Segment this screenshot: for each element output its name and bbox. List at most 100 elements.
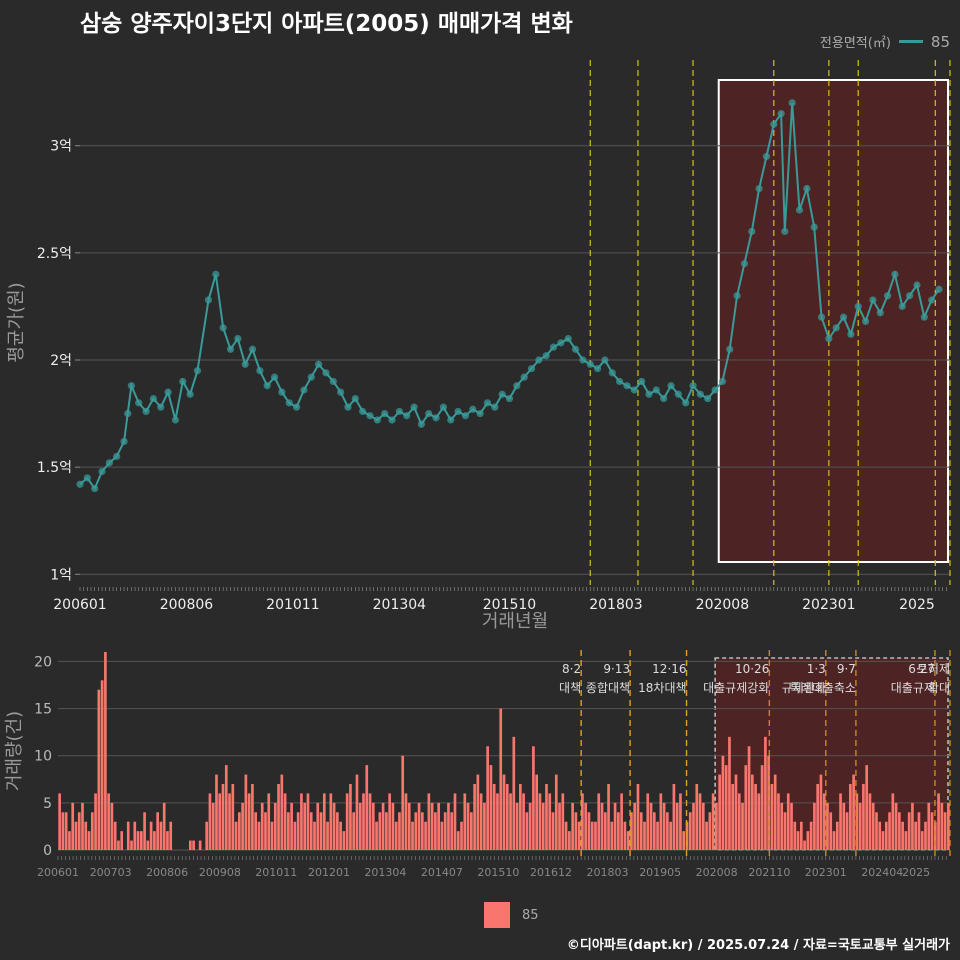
annotation-text: 대출규제강화 xyxy=(703,681,769,695)
volume-bar xyxy=(695,784,699,850)
volume-bar xyxy=(381,802,385,850)
volume-bar xyxy=(842,802,846,850)
volume-bar xyxy=(711,793,715,850)
volume-chart: 0 5 10 15 20 8·2 대책 9·13 종합대책 12·16 18차대책 10·26 대출규제… xyxy=(4,650,951,879)
volume-bar xyxy=(74,821,78,850)
volume-bar xyxy=(636,784,640,850)
volume-bar xyxy=(113,821,117,850)
volume-bar xyxy=(146,840,150,850)
price-point xyxy=(869,296,877,304)
price-point xyxy=(410,403,418,411)
price-point xyxy=(179,377,187,386)
volume-bar xyxy=(535,774,539,850)
volume-bar xyxy=(688,812,692,850)
price-point xyxy=(219,324,227,332)
volume-bar xyxy=(512,736,516,850)
volume-bar xyxy=(241,802,244,850)
price-point xyxy=(825,334,833,343)
volume-bar xyxy=(528,802,532,850)
volume-bar xyxy=(914,821,918,850)
price-point xyxy=(689,382,697,390)
volume-bar xyxy=(679,793,682,850)
volume-bar xyxy=(718,774,721,850)
price-point xyxy=(241,360,249,368)
volume-bar xyxy=(741,802,744,850)
footer-credit: ©디아파트(dapt.kr) / 2025.07.24 / 자료=국토교통부 실… xyxy=(566,938,950,953)
price-point xyxy=(491,403,499,411)
y-tick-label: 0 xyxy=(43,843,52,859)
volume-bar xyxy=(649,802,653,850)
x-tick-label: 201304 xyxy=(373,597,427,613)
volume-bar xyxy=(911,802,914,850)
volume-bar xyxy=(855,793,859,850)
price-point xyxy=(557,339,565,347)
annotation-date: 12·16 xyxy=(652,662,686,676)
annotation-text: 확대 xyxy=(928,681,950,695)
price-point xyxy=(164,388,172,396)
volume-bar xyxy=(835,821,839,850)
volume-bar xyxy=(790,802,793,850)
price-point xyxy=(883,292,892,300)
volume-bar xyxy=(538,793,542,850)
volume-bar xyxy=(420,812,424,850)
volume-bar xyxy=(731,784,735,850)
volume-bar xyxy=(306,793,310,850)
price-point xyxy=(704,394,712,403)
legend-bar-swatch xyxy=(484,902,510,928)
volume-bar xyxy=(633,802,637,850)
volume-bar xyxy=(705,821,708,850)
volume-bar xyxy=(898,812,901,850)
price-point xyxy=(373,416,381,424)
volume-bar xyxy=(519,784,522,850)
legend-bottom: 85 xyxy=(484,902,539,928)
volume-bar xyxy=(558,802,561,850)
volume-bar xyxy=(692,802,695,850)
volume-bar xyxy=(100,680,104,850)
volume-bar xyxy=(466,802,470,850)
volume-bar xyxy=(251,784,254,850)
volume-bar xyxy=(675,802,679,850)
volume-bar xyxy=(888,812,891,850)
volume-bar xyxy=(829,812,833,850)
x-tick-label: 201905 xyxy=(639,866,681,879)
volume-bar xyxy=(701,802,705,850)
price-point xyxy=(854,302,862,311)
price-point xyxy=(193,367,202,375)
price-point xyxy=(322,369,330,377)
x-tick-label: 201201 xyxy=(308,866,350,879)
volume-bar xyxy=(388,793,391,850)
price-point xyxy=(388,416,396,424)
volume-bar xyxy=(770,784,774,850)
volume-bar xyxy=(342,831,346,850)
y-tick-label: 1.5억 xyxy=(37,460,72,476)
volume-bar xyxy=(597,793,601,850)
volume-bar xyxy=(610,821,614,850)
price-point xyxy=(682,399,690,407)
price-point xyxy=(920,313,928,321)
price-point xyxy=(928,296,936,304)
x-tick-label: 200806 xyxy=(160,597,214,613)
volume-bar xyxy=(411,821,414,850)
volume-bar xyxy=(104,652,107,850)
volume-bar xyxy=(61,812,65,850)
volume-bar xyxy=(613,802,617,850)
volume-bar xyxy=(267,793,271,850)
volume-bar xyxy=(568,831,571,850)
volume-bar xyxy=(365,765,369,850)
volume-bar xyxy=(548,793,552,850)
price-point xyxy=(638,377,646,386)
price-point xyxy=(432,414,440,422)
volume-bar xyxy=(358,802,362,850)
price-point xyxy=(601,356,609,364)
price-point xyxy=(461,412,470,420)
volume-bar xyxy=(326,821,329,850)
x-tick-label: 201407 xyxy=(421,866,463,879)
volume-bar xyxy=(139,831,143,850)
price-point xyxy=(270,373,279,381)
volume-bar xyxy=(813,802,816,850)
volume-bar xyxy=(234,821,238,850)
y-axis-label: 평균가(원) xyxy=(6,282,27,362)
volume-bar xyxy=(375,821,378,850)
volume-bar xyxy=(339,821,342,850)
volume-bar xyxy=(875,812,878,850)
